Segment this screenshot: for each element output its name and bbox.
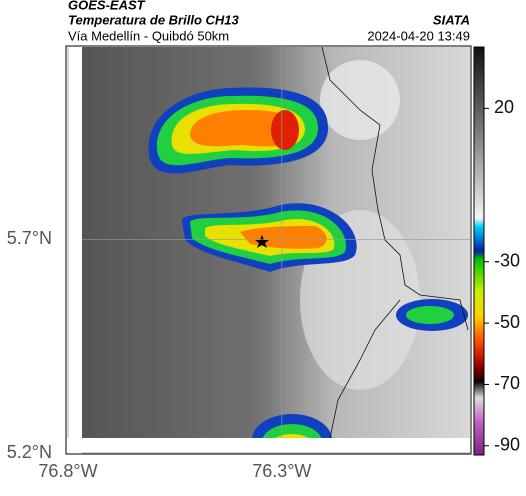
colorbar-tick-label: -30 — [494, 250, 520, 270]
satellite-image — [82, 47, 470, 438]
timestamp: 2024-04-20 13:49 — [367, 28, 470, 43]
cloud — [148, 87, 329, 174]
colorbar-tick-label: -90 — [494, 435, 520, 455]
location-marker — [255, 235, 269, 248]
source: SIATA — [433, 12, 470, 27]
border-line — [321, 47, 469, 438]
colorbar-tick-label: -70 — [494, 373, 520, 393]
cloud — [252, 414, 332, 438]
colorbar — [473, 46, 485, 456]
satellite: GOES-EAST — [68, 0, 146, 12]
region: Vía Medellín - Quibdó 50km — [68, 28, 229, 43]
product: Temperatura de Brillo CH13 — [68, 12, 240, 27]
y-tick-label: 5.7°N — [7, 228, 52, 248]
cloud — [396, 299, 468, 331]
x-tick-label: 76.3°W — [252, 461, 311, 481]
colorbar-tick-label: 20 — [494, 97, 514, 117]
colorbar-tick-label: -50 — [494, 312, 520, 332]
y-tick-label: 5.2°N — [7, 442, 52, 462]
cloud — [182, 203, 357, 272]
x-tick-label: 76.8°W — [38, 461, 97, 481]
